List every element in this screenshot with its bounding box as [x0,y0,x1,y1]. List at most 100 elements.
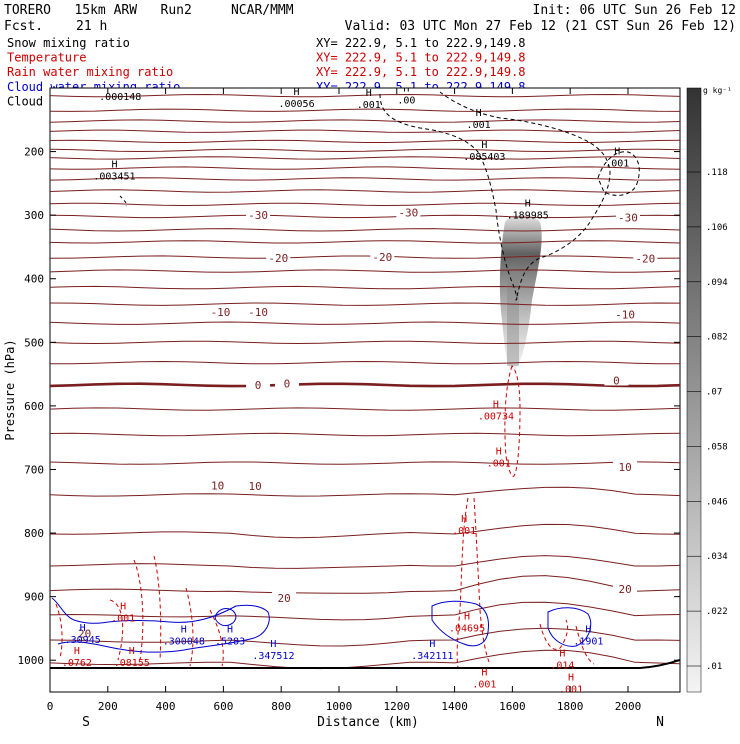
temperature-isotherm [50,139,680,143]
temperature-isotherm [50,285,680,290]
temperature-isotherm [50,649,680,670]
snow-shading [499,214,542,372]
plot-frame [49,87,681,693]
legend-entry-name: Temperature [7,51,86,65]
y-tick-label: 400 [24,273,44,286]
direction-south: S [82,715,90,730]
temperature-label: -30 [618,212,638,225]
temperature-isotherm [50,177,680,181]
temperature-label: 10 [249,480,262,493]
maximum-label: .001 [559,685,583,696]
title-left: TORERO 15km ARW Run2 NCAR/MMM [4,3,294,18]
maximum-label: .300048 [163,636,205,647]
snow-contour-upper [379,91,611,301]
temperature-isotherm [50,166,680,170]
temperature-label-bg [396,206,421,218]
temperature-label: 0 [284,378,291,391]
maximum-marker: H [74,646,80,657]
temperature-label: -10 [248,306,268,319]
temperature-label: 20 [78,628,91,641]
valid-time: Valid: 03 UTC Mon 27 Feb 12 (21 CST Sun … [345,19,736,34]
colorbar-tick-label: .094 [706,278,728,288]
temperature-isotherm [50,432,680,437]
temperature-isotherm [50,148,680,153]
temperature-contours [50,93,680,670]
maximum-label: .001 [111,614,135,625]
temperature-isotherm [50,340,680,345]
temperature-isotherm [50,108,680,112]
temperature-label: -10 [211,306,231,319]
temperature-isotherm [50,255,680,259]
temperature-isotherm [50,240,680,244]
temperature-label-bg [208,305,233,317]
cloud-water-contour-right [547,607,592,647]
temperature-label: -30 [398,207,418,220]
maximum-marker: H [614,146,620,157]
colorbar-tick-label: .07 [706,388,722,398]
maximum-label: .1901 [573,636,603,647]
init-time: Init: 06 UTC Sun 26 Feb 12 [533,3,737,18]
temperature-label: 0 [613,374,620,387]
temperature-label: -20 [635,252,655,265]
y-tick-label: 600 [24,400,44,413]
colorbar-tick-label: .058 [706,442,728,452]
ground-line [50,659,680,669]
temperature-isotherm [50,382,680,388]
temperature-label: -20 [268,252,288,265]
maximum-label: .342111 [411,651,453,662]
temperature-isotherm [50,360,680,365]
temperature-label: 10 [211,479,224,492]
maximum-label: .001 [605,158,629,169]
maximum-marker: H [227,624,233,635]
rain-contour-low-right [539,619,595,665]
temperature-label-bg [370,251,395,263]
temperature-label-bg [266,251,291,263]
legend-entry-xy: XY= 222.9, 5.1 to 222.9,149.8 [316,51,526,65]
maximum-label: .08155 [114,658,150,669]
direction-north: N [656,715,664,730]
x-tick-label: 0 [47,700,54,713]
maximum-label: .00 [397,95,415,106]
temperature-label: 20 [277,592,290,605]
temperature-label: 10 [618,461,631,474]
temperature-isotherm [50,627,680,647]
maximum-label: .30945 [65,635,101,646]
maximum-marker: H [111,160,117,171]
temperature-isotherm [50,129,680,133]
maximum-marker: H [461,514,467,525]
maximum-label: .000148 [99,92,141,103]
x-tick-label: 1400 [441,700,468,713]
temperature-label-bg [205,479,230,491]
temperature-label-bg [613,308,638,320]
temperature-isotherm [50,601,680,621]
maximum-marker: H [568,673,574,684]
temperature-isotherm [50,156,680,160]
temperature-label-bg [246,305,271,317]
x-tick-label: 2000 [615,700,642,713]
maximum-marker: H [559,649,565,660]
temperature-label-bg [246,378,271,390]
colorbar-tick-label: .118 [706,168,728,178]
maximum-marker: H [481,140,487,151]
temperature-isotherm [50,269,680,273]
maximum-marker: H [270,639,276,650]
temperature-label-bg [72,627,97,639]
temperature-isotherm [50,202,680,207]
maximum-label: .001 [452,526,476,537]
colorbar-unit: g kg⁻¹ [703,86,732,95]
temperature-label-bg [615,211,640,223]
temperature-label: -20 [372,251,392,264]
maximum-label: .5283 [215,636,245,647]
x-tick-label: 600 [213,700,233,713]
maximum-label: .014 [550,661,574,672]
maximum-label: .001 [487,458,511,469]
temperature-label-bg [613,583,638,595]
cloud-water-contour-left [51,597,270,653]
temperature-isotherm [50,119,680,123]
temperature-isotherm [50,228,680,232]
x-tick-label: 1200 [384,700,411,713]
rain-contour-upper [504,365,521,477]
maximum-marker: H [493,399,499,410]
